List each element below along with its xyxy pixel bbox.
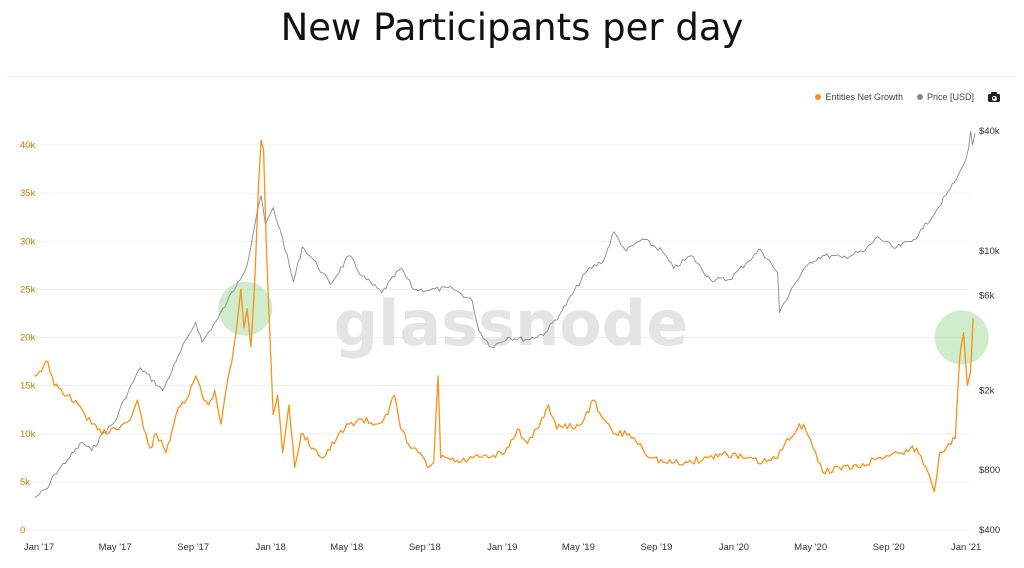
x-axis: Jan '17 May '17 Sep '17 Jan '18 May '18 Sep '… <box>24 542 981 553</box>
x-tick-label: Sep '18 <box>409 542 441 553</box>
grid-lines <box>20 144 970 531</box>
left-tick-label: 40k <box>20 140 36 151</box>
legend-item-price[interactable]: Price [USD] <box>916 92 974 102</box>
legend-label-entities-net-growth: Entities Net Growth <box>825 92 903 102</box>
x-tick-label: Jan '17 <box>24 542 54 553</box>
left-tick-label: 35k <box>20 188 36 199</box>
left-tick-label: 15k <box>20 381 36 392</box>
x-tick-label: Jan '19 <box>487 542 517 553</box>
chart-legend: Entities Net Growth Price [USD] <box>815 92 1000 102</box>
price-line <box>34 130 976 499</box>
legend-dot-orange <box>815 94 822 100</box>
right-tick-label: $800 <box>979 465 1000 476</box>
x-tick-label: May '19 <box>562 542 595 553</box>
left-tick-label: 10k <box>20 429 36 440</box>
x-tick-label: Jan '21 <box>951 542 981 553</box>
x-tick-label: Jan '18 <box>255 542 285 553</box>
right-tick-label: $400 <box>979 525 1000 536</box>
right-tick-label: $6k <box>979 290 995 301</box>
highlight-circle-1 <box>218 281 273 336</box>
legend-item-entities-net-growth[interactable]: Entities Net Growth <box>815 92 903 102</box>
left-tick-label: 0 <box>20 525 25 536</box>
left-tick-label: 5k <box>20 477 30 488</box>
highlight-circles <box>218 281 989 365</box>
x-tick-label: Jan '20 <box>719 542 749 553</box>
entities-net-growth-line <box>34 139 974 493</box>
x-tick-label: May '17 <box>99 542 132 553</box>
right-tick-label: $10k <box>979 246 1000 257</box>
chart-frame-divider <box>6 76 1016 77</box>
watermark-text: glassnode <box>334 287 688 360</box>
highlight-circle-2 <box>934 310 989 365</box>
right-y-axis: $400 $800 $2k $6k $10k $40k <box>979 126 1000 536</box>
series-lines <box>34 130 976 499</box>
x-tick-label: May '20 <box>794 542 827 553</box>
legend-dot-gray <box>916 94 923 100</box>
left-y-axis: 0 5k 10k 15k 20k 25k 30k 35k 40k <box>20 140 36 536</box>
left-tick-label: 20k <box>20 333 36 344</box>
left-tick-label: 25k <box>20 284 36 295</box>
x-tick-label: Sep '20 <box>873 542 905 553</box>
camera-icon[interactable] <box>988 92 1000 102</box>
chart-title: New Participants per day <box>280 6 744 49</box>
x-tick-label: Sep '19 <box>640 542 672 553</box>
legend-label-price: Price [USD] <box>926 92 974 102</box>
left-tick-label: 30k <box>20 236 36 247</box>
right-tick-label: $40k <box>979 126 1000 137</box>
x-tick-label: May '18 <box>330 542 363 553</box>
right-tick-label: $2k <box>979 386 995 397</box>
x-tick-label: Sep '17 <box>177 542 209 553</box>
